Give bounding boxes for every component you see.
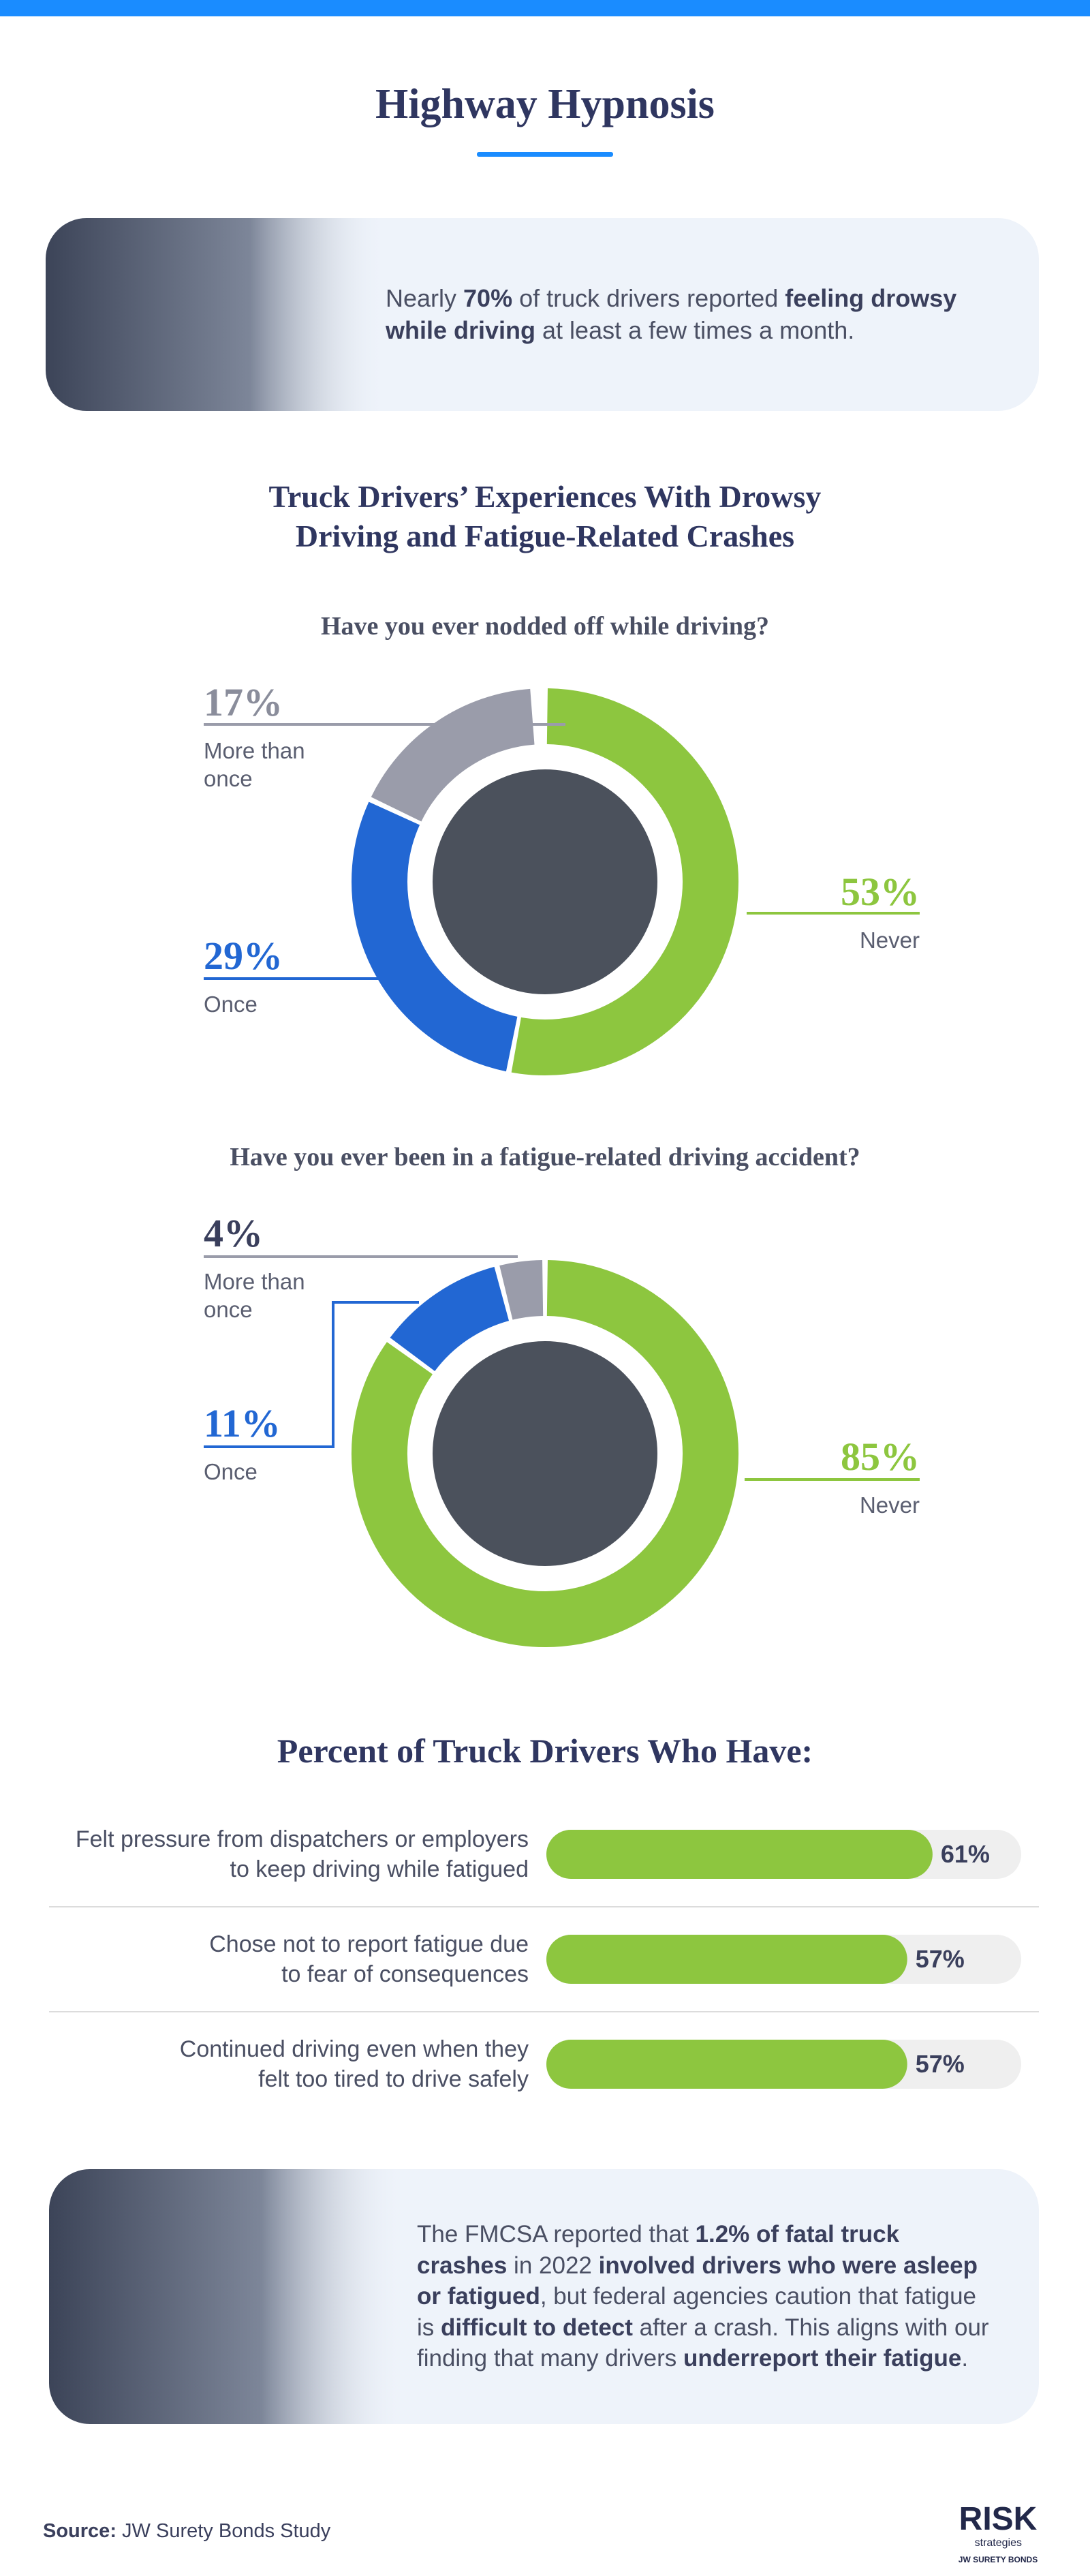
text: Nearly [386, 283, 464, 312]
donut-segment [352, 1260, 738, 1647]
top-band [0, 0, 1090, 16]
text: after a crash. This aligns with our find… [417, 2314, 989, 2372]
text: of truck drivers reported [512, 283, 785, 312]
callout-text: Nearly 70% of truck drivers reported fee… [386, 218, 971, 411]
bold-text: 70% [463, 283, 513, 312]
bar-row-label: Felt pressure from dispatchers or employ… [59, 1813, 529, 1895]
chart-title: Have you ever nodded off while driving? [321, 612, 769, 641]
category-label: Never [859, 927, 920, 953]
bar [546, 2040, 907, 2089]
callout-text: The FMCSA reported that 1.2% of fatal tr… [417, 2169, 996, 2424]
chart-title: Percent of Truck Drivers Who Have: [277, 1732, 813, 1770]
text: at least a few times a month. [535, 316, 855, 344]
logo-name: RISK [959, 2501, 1038, 2537]
bar-row-label: Continued driving even when they felt to… [161, 2023, 529, 2105]
section-title: Truck Drivers’ Experiences With Drowsy D… [268, 479, 822, 554]
category-label: Never [859, 1492, 920, 1518]
value-label: 53% [841, 870, 920, 914]
value-label: 85% [841, 1435, 920, 1479]
source: Source: JW Surety Bonds Study [43, 2520, 330, 2543]
logo-sub: strategies [975, 2537, 1022, 2549]
bar [546, 1830, 933, 1879]
photo [49, 2169, 403, 2424]
donut-segment [390, 1266, 510, 1372]
value-label: 57% [916, 1945, 965, 1973]
text: , but federal agencies caution that fati… [417, 2283, 976, 2341]
bold-text: underreport their fatigue [683, 2345, 962, 2372]
category-label: Chose not to report fatigue due to fear … [209, 1931, 529, 1987]
bold-text: involved drivers who were asleep or fati… [417, 2252, 978, 2310]
donut-segment [511, 688, 738, 1075]
category-label: Continued driving even when they felt to… [179, 2036, 529, 2092]
bold-text: difficult to detect [441, 2314, 633, 2341]
value-label: 29% [204, 934, 283, 978]
callout-paragraph: Nearly 70% of truck drivers reported fee… [386, 283, 971, 347]
value-label: 17% [204, 680, 283, 724]
donut-segment [499, 1260, 544, 1320]
callout-paragraph: The FMCSA reported that 1.2% of fatal tr… [417, 2219, 996, 2374]
category-label: More than once [204, 738, 305, 792]
bar-row-label: Chose not to report fatigue due to fear … [195, 1918, 529, 2000]
category-label: Felt pressure from dispatchers or employ… [75, 1826, 529, 1882]
title-underline [477, 152, 613, 157]
category-label: Once [204, 1459, 258, 1484]
category-label: More than once [204, 1269, 305, 1323]
photo [429, 1337, 661, 1570]
bold-text: feeling drowsy while driving [386, 283, 957, 344]
value-label: 61% [941, 1840, 990, 1868]
photo [429, 765, 661, 998]
text: The FMCSA reported that [417, 2221, 696, 2248]
donut-segment [371, 688, 535, 823]
text: . [961, 2345, 969, 2372]
text: in 2022 [507, 2252, 599, 2279]
bold-text: 1.2% of fatal truck crashes [417, 2221, 900, 2279]
value-label: 11% [204, 1401, 281, 1445]
value-label: 4% [204, 1211, 263, 1255]
photo [46, 218, 386, 411]
logo-tagline: JW SURETY BONDS [959, 2555, 1038, 2564]
value-label: 57% [916, 2050, 965, 2078]
donut-segment [352, 801, 518, 1072]
page-title: Highway Hypnosis [375, 81, 715, 127]
source-label: Source: [43, 2520, 116, 2542]
category-label: Once [204, 992, 258, 1017]
chart-title: Have you ever been in a fatigue-related … [230, 1143, 860, 1171]
bar [546, 1935, 907, 1984]
source-text: JW Surety Bonds Study [122, 2520, 331, 2542]
leader-line [204, 1301, 419, 1448]
